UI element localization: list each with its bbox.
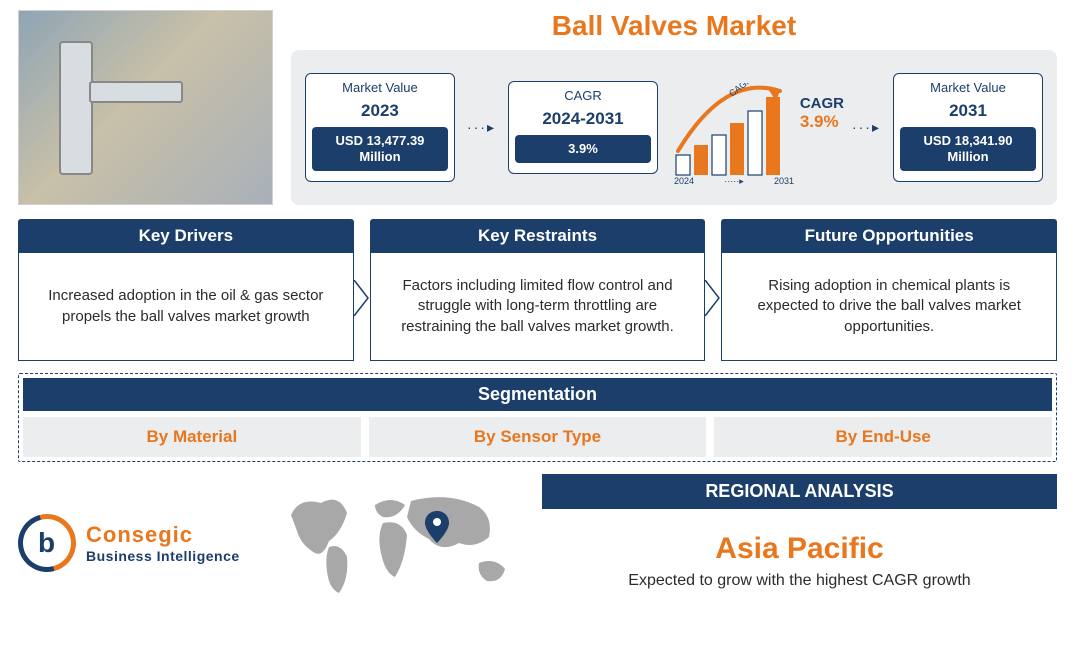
metric-cagr-value: 3.9%	[515, 135, 651, 163]
metric-start: Market Value 2023 USD 13,477.39 Million	[305, 73, 455, 183]
cagr-value: 3.9%	[800, 112, 844, 132]
card-body: Factors including limited flow control a…	[370, 253, 706, 361]
map-icon	[279, 483, 519, 603]
arrow-small-icon: ·····▸	[724, 176, 744, 187]
arrow-icon: ···▸	[467, 119, 496, 136]
card-restraints: Key Restraints Factors including limited…	[370, 219, 706, 361]
metric-end-year: 2031	[900, 101, 1036, 121]
hero-image	[18, 10, 273, 205]
chart-x-axis: 2024 ·····▸ 2031	[674, 176, 794, 187]
bottom-row: b Consegic Business Intelligence	[18, 474, 1057, 612]
card-body: Rising adoption in chemical plants is ex…	[721, 253, 1057, 361]
metric-cagr: CAGR 2024-2031 3.9%	[508, 81, 658, 174]
svg-text:CAGR: CAGR	[727, 83, 754, 99]
cards-row: Key Drivers Increased adoption in the oi…	[18, 219, 1057, 361]
card-title: Key Restraints	[370, 219, 706, 253]
infographic-root: Ball Valves Market Market Value 2023 USD…	[0, 0, 1075, 660]
chart-x-end: 2031	[774, 176, 794, 187]
regional-region: Asia Pacific	[715, 532, 883, 566]
seg-item-material: By Material	[23, 417, 361, 457]
seg-item-sensor: By Sensor Type	[369, 417, 707, 457]
seg-item-enduse: By End-Use	[714, 417, 1052, 457]
world-map	[274, 474, 524, 612]
card-opportunities: Future Opportunities Rising adoption in …	[721, 219, 1057, 361]
regional-body: Asia Pacific Expected to grow with the h…	[542, 509, 1057, 612]
logo-line2: Business Intelligence	[86, 548, 240, 564]
regional-header: REGIONAL ANALYSIS	[542, 474, 1057, 509]
bar-chart-svg: CAGR	[670, 83, 798, 183]
regional-block: REGIONAL ANALYSIS Asia Pacific Expected …	[542, 474, 1057, 612]
metric-end-label: Market Value	[900, 80, 1036, 95]
card-title: Key Drivers	[18, 219, 354, 253]
metrics-strip: Market Value 2023 USD 13,477.39 Million …	[291, 50, 1057, 205]
card-body: Increased adoption in the oil & gas sect…	[18, 253, 354, 361]
segmentation-title: Segmentation	[23, 378, 1052, 411]
card-drivers: Key Drivers Increased adoption in the oi…	[18, 219, 354, 361]
metric-end-value: USD 18,341.90 Million	[900, 127, 1036, 172]
card-title: Future Opportunities	[721, 219, 1057, 253]
logo-block: b Consegic Business Intelligence	[18, 474, 256, 612]
cagr-chart: CAGR CAGR 3.9% 2024 ·····▸ 2031	[670, 73, 840, 183]
logo-mark-icon: b	[7, 503, 86, 582]
top-row: Ball Valves Market Market Value 2023 USD…	[18, 10, 1057, 205]
metric-end: Market Value 2031 USD 18,341.90 Million	[893, 73, 1043, 183]
metric-start-year: 2023	[312, 101, 448, 121]
cagr-label: CAGR	[800, 95, 844, 112]
arrow-icon: ···▸	[852, 119, 881, 136]
chart-x-start: 2024	[674, 176, 694, 187]
cagr-side-label: CAGR 3.9%	[800, 95, 844, 132]
page-title: Ball Valves Market	[291, 10, 1057, 42]
metric-start-value: USD 13,477.39 Million	[312, 127, 448, 172]
header-and-metrics: Ball Valves Market Market Value 2023 USD…	[291, 10, 1057, 205]
metric-cagr-period: 2024-2031	[515, 109, 651, 129]
segmentation-row: By Material By Sensor Type By End-Use	[23, 417, 1052, 457]
metric-start-label: Market Value	[312, 80, 448, 95]
metric-cagr-label: CAGR	[515, 88, 651, 103]
regional-subtitle: Expected to grow with the highest CAGR g…	[628, 572, 970, 590]
logo-text: Consegic Business Intelligence	[86, 522, 240, 564]
logo-line1: Consegic	[86, 522, 240, 548]
segmentation-block: Segmentation By Material By Sensor Type …	[18, 373, 1057, 462]
